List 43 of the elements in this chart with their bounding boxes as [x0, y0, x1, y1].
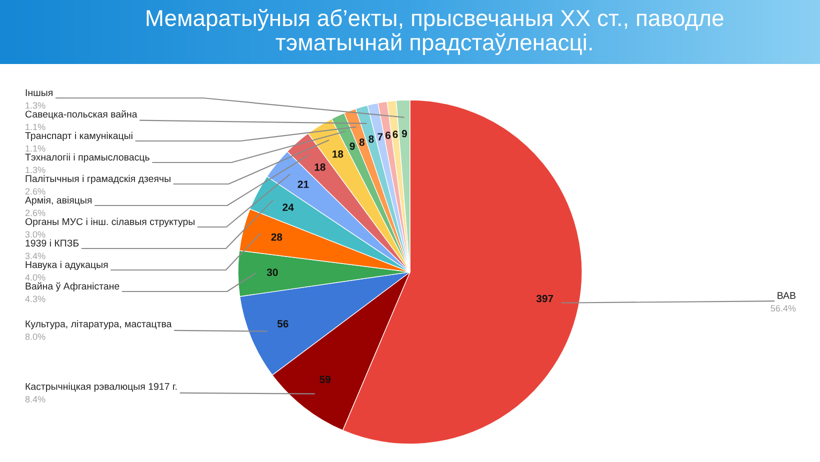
text: 1.1% [26, 145, 46, 152]
data-label: 59 [320, 376, 331, 384]
text: 4.0% [25, 274, 46, 281]
slice-label: 1939 і КПЗБ [26, 239, 79, 247]
slice-label: Органы МУС і інш. сілавыя структуры [25, 218, 194, 227]
slice-label: Тэхналогіі і прамысловасць [25, 153, 150, 162]
text: 4.3% [25, 296, 46, 302]
slice-label: Армія, авіяцыя [25, 196, 92, 206]
text: 3.0% [25, 231, 46, 238]
data-label: 8 [368, 135, 374, 143]
slice-label: Культура, літаратура, мастацтва [26, 320, 172, 330]
data-label: 24 [282, 204, 294, 211]
chart-title: Мемаратыўныя аб’екты, прысвечаныя XX ст., паводле тэматычнай прадстаўленасці. [146, 8, 724, 56]
text: 1.3% [26, 102, 46, 109]
text: 8.0% [25, 333, 46, 340]
text: 2.6% [25, 210, 46, 216]
slice-label: Транспарт і камунікацыі [25, 132, 132, 141]
slice-label: Вайна ў Афганістане [26, 282, 120, 292]
data-label: 8 [359, 138, 364, 146]
data-label: 30 [266, 268, 278, 276]
slice-label: Навука і адукацыя [26, 260, 108, 270]
data-label: 18 [332, 150, 344, 158]
data-label: 9 [402, 130, 407, 138]
text: 3.4% [25, 252, 46, 260]
text: 1.3% [26, 166, 46, 174]
slice-label: ВАВ [778, 292, 796, 299]
slice-label: Іншыя [26, 89, 52, 96]
slice-label: Палітычныя і грамадскія дзеячы [26, 174, 170, 184]
data-label: 7 [378, 133, 383, 140]
data-label: 9 [350, 142, 355, 150]
data-label: 6 [392, 130, 398, 138]
data-label: 397 [536, 294, 554, 302]
data-label: 18 [314, 163, 326, 171]
data-label: 28 [271, 233, 282, 241]
text: 1.1% [26, 124, 46, 130]
slice-label: Кастрычніцкая рэвалюцыя 1917 г. [26, 382, 177, 392]
text: 2.6% [25, 188, 46, 195]
data-label: 56 [277, 320, 288, 328]
slice-label: Савецка-польская вайна [25, 110, 138, 120]
text: 56.4% [770, 305, 796, 312]
data-label: 21 [298, 180, 309, 188]
text: 8.4% [25, 396, 46, 402]
data-label: 6 [385, 132, 391, 139]
